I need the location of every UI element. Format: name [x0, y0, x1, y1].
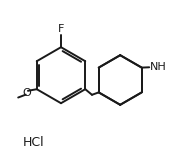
Text: HCl: HCl	[23, 136, 44, 149]
Text: F: F	[58, 24, 64, 34]
Text: NH: NH	[150, 62, 167, 72]
Text: O: O	[23, 88, 31, 98]
